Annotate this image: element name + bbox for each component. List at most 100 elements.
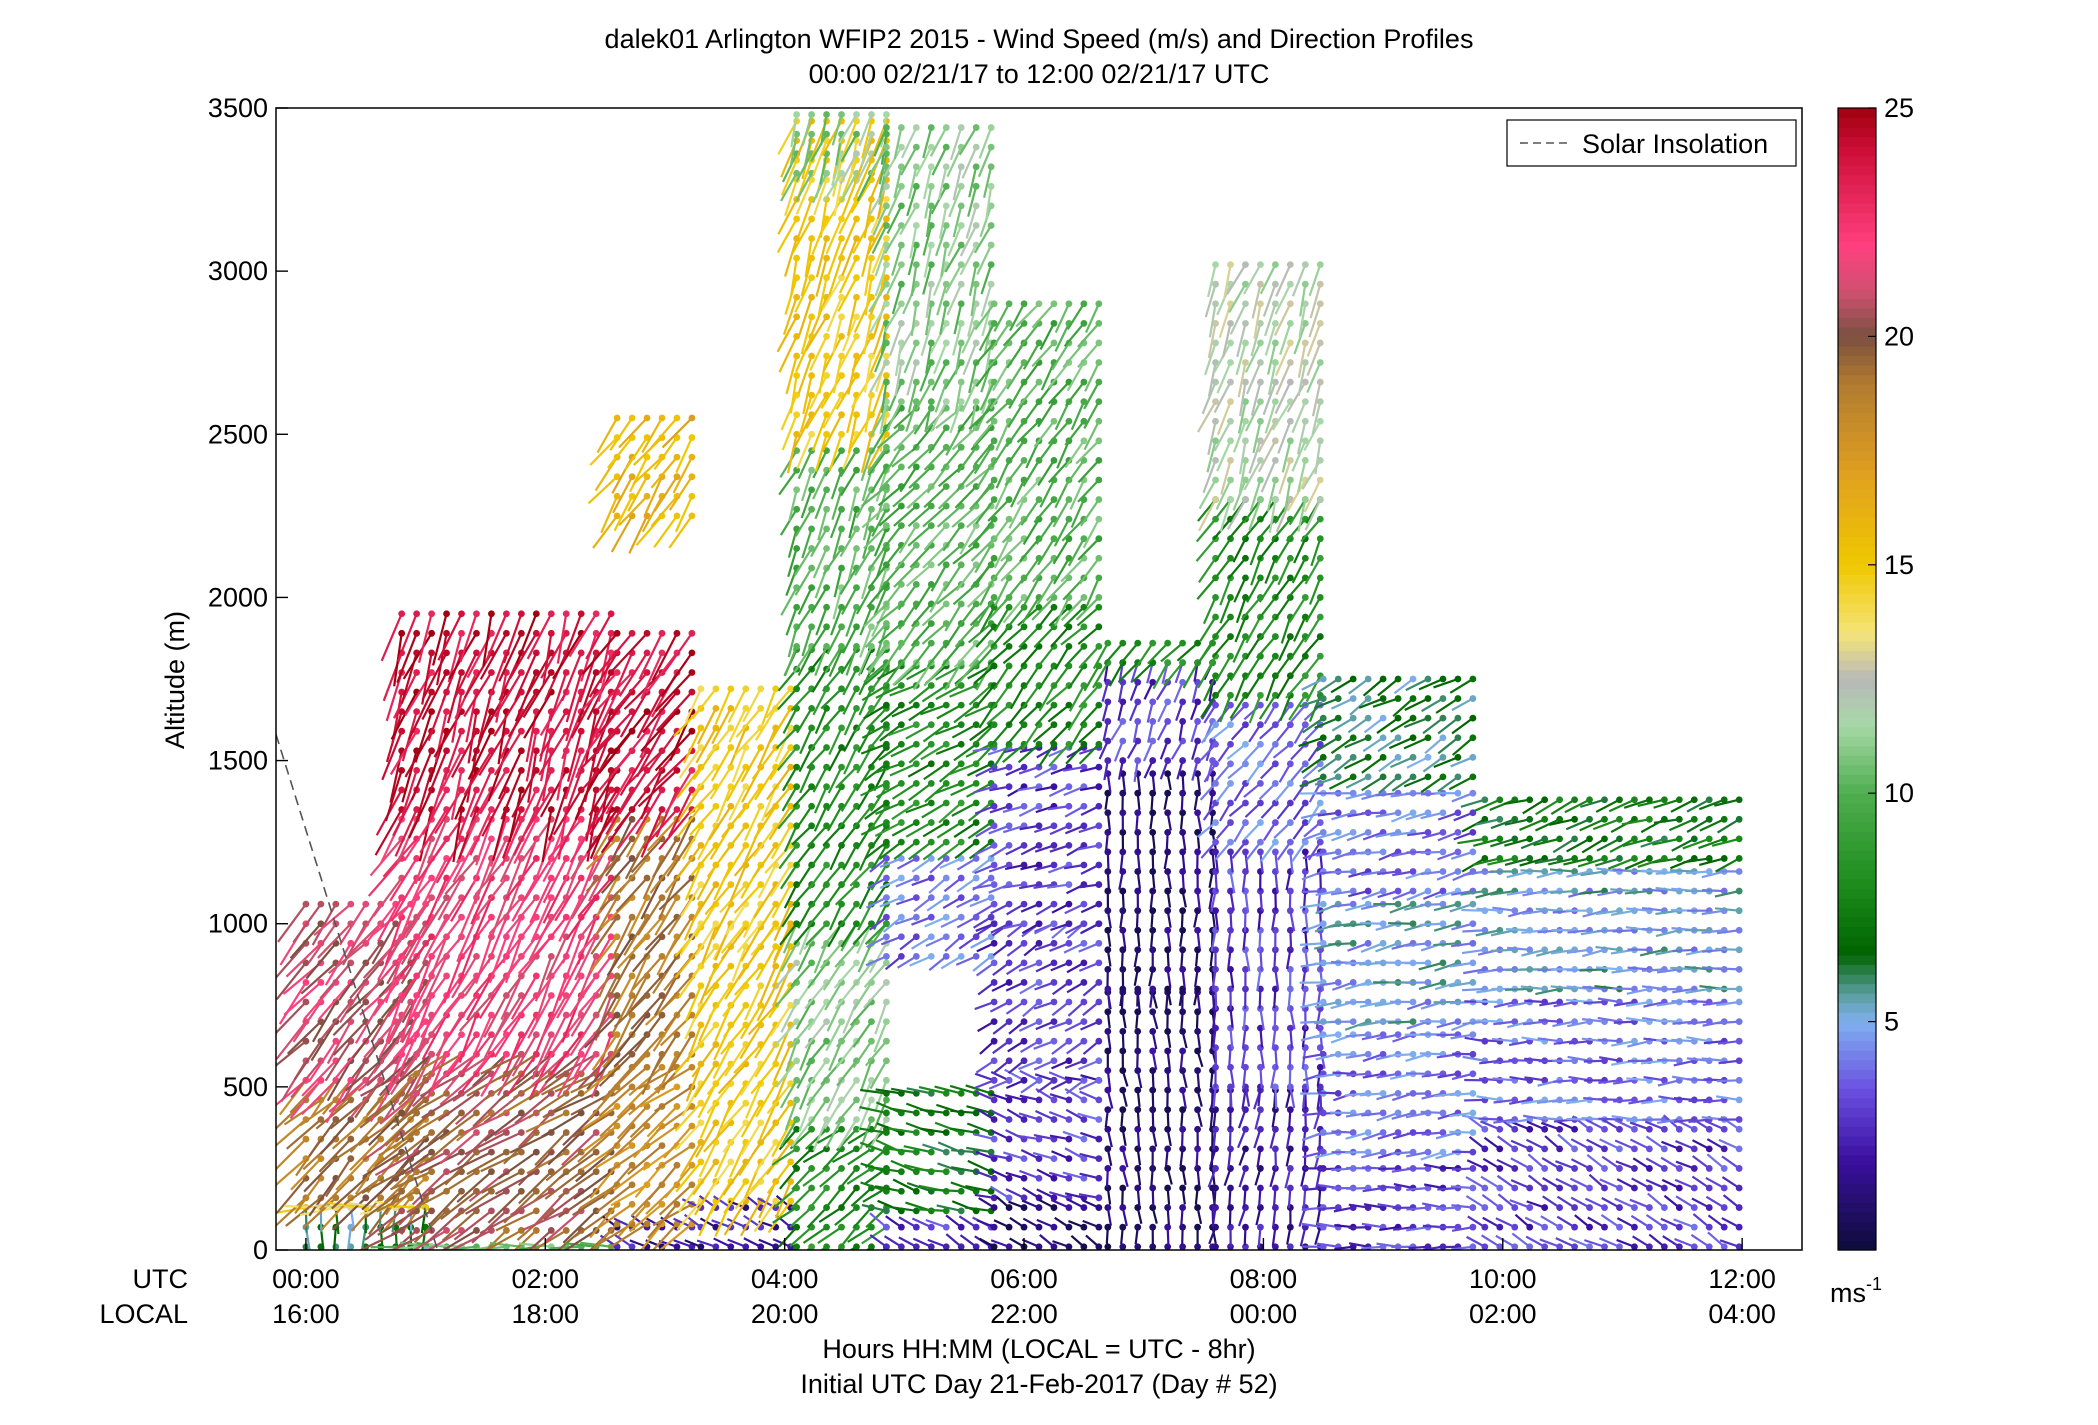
wind-barb-point [1050, 319, 1058, 327]
wind-barb-shaft [379, 923, 412, 963]
wind-barb-shaft [402, 632, 433, 680]
wind-barb-point [592, 610, 600, 618]
wind-barb-point [1050, 939, 1058, 947]
wind-barb-point [1005, 1037, 1013, 1045]
wind-barb-point [443, 1227, 450, 1234]
wind-barb-point [1095, 603, 1103, 611]
wind-barb-shaft [608, 1222, 648, 1249]
wind-barb-shaft [502, 994, 538, 1034]
wind-barb-shaft [413, 955, 433, 1004]
wind-barb-shaft [777, 688, 798, 711]
wind-barb-point [532, 1148, 540, 1156]
wind-barb-point [547, 1168, 555, 1176]
wind-barb-shaft [566, 896, 598, 940]
wind-barb-shaft [290, 1157, 322, 1191]
wind-barb-point [1005, 842, 1013, 849]
wind-barb-shaft [754, 707, 777, 741]
wind-barb-shaft [317, 922, 352, 959]
wind-barb-shaft [724, 1083, 747, 1117]
wind-barb-point [838, 333, 845, 340]
wind-barb-point [742, 1001, 750, 1009]
wind-barb-point [823, 313, 830, 321]
wind-barb-point [942, 600, 950, 608]
wind-barb-point [793, 1096, 801, 1104]
wind-barb-shaft [377, 897, 403, 942]
wind-barb-point [927, 1223, 935, 1231]
wind-barb-point [912, 222, 920, 229]
wind-barb-shaft [649, 857, 678, 894]
wind-barb-point [628, 835, 636, 843]
wind-barb-point [613, 473, 621, 481]
wind-barb-point [883, 182, 890, 190]
wind-barb-shaft [740, 1122, 762, 1156]
wind-barb-shaft [739, 1063, 762, 1097]
wind-barb-shaft [667, 916, 693, 955]
wind-barb-point [398, 766, 406, 774]
wind-barb-shaft [414, 838, 433, 885]
wind-barb-shaft [681, 825, 702, 860]
wind-barb-shaft [779, 864, 798, 890]
wind-barb-point [502, 1148, 510, 1156]
wind-barb-point [592, 786, 600, 794]
wind-barb-shaft [391, 1209, 433, 1236]
wind-barb-point [853, 685, 860, 693]
wind-barb-point [1050, 339, 1058, 347]
wind-barb-shaft [398, 897, 418, 944]
wind-barb-point [942, 874, 950, 882]
wind-barb-point [883, 1057, 890, 1065]
wind-barb-shaft [786, 434, 798, 474]
wind-barb-shaft [488, 897, 508, 943]
wind-barb-shaft [276, 1196, 307, 1228]
wind-barb-shaft [736, 923, 762, 954]
wind-barb-shaft [774, 727, 792, 763]
wind-barb-point [942, 760, 950, 768]
wind-barb-point [562, 669, 570, 676]
wind-barb-point [987, 241, 995, 249]
wind-barb-shaft [400, 1079, 427, 1122]
wind-barb-point [838, 1165, 845, 1172]
wind-barb-point [853, 1165, 860, 1172]
wind-barb-point [1095, 959, 1103, 967]
wind-barb-point [883, 780, 890, 787]
wind-barb-point [443, 786, 450, 794]
wind-barb-point [1050, 822, 1058, 830]
wind-barb-point [1050, 701, 1058, 709]
wind-barb-point [428, 688, 435, 696]
wind-barb-point [942, 202, 950, 210]
wind-barb-shaft [588, 769, 619, 816]
wind-barb-point [868, 111, 875, 118]
wind-barb-point [808, 564, 815, 572]
wind-barb-point [772, 1243, 780, 1250]
wind-barb-point [502, 874, 510, 882]
wind-barb-point [808, 959, 815, 967]
wind-barb-point [942, 359, 950, 366]
wind-barb-point [347, 1116, 355, 1123]
wind-barb-shaft [724, 1043, 747, 1077]
wind-barb-point [592, 1129, 600, 1136]
wind-barb-point [1005, 959, 1013, 967]
wind-barb-point [413, 766, 421, 774]
wind-barb-shaft [495, 1209, 537, 1232]
wind-barb-point [1005, 1174, 1013, 1182]
wind-barb-point [473, 786, 480, 794]
wind-barb-point [883, 740, 890, 748]
wind-barb-shaft [399, 995, 418, 1043]
wind-barb-point [942, 241, 950, 249]
wind-barb-shaft [642, 691, 678, 734]
wind-barb-point [883, 952, 890, 960]
wind-barb-point [502, 1207, 510, 1215]
wind-barb-point [927, 280, 935, 288]
wind-barb-point [883, 222, 890, 229]
wind-barb-point [1050, 456, 1058, 464]
wind-barb-shaft [349, 1138, 382, 1171]
wind-barb-point [912, 580, 920, 588]
wind-barb-shaft [611, 916, 634, 958]
wind-barb-shaft [447, 994, 478, 1038]
wind-barb-shaft [547, 1131, 582, 1166]
wind-barb-point [990, 437, 998, 445]
wind-barb-shaft [695, 923, 717, 956]
wind-barb-point [1104, 1027, 1112, 1035]
wind-barb-shaft [771, 884, 792, 919]
wind-barb-point [1020, 1204, 1028, 1211]
wind-barb-point [912, 300, 920, 308]
